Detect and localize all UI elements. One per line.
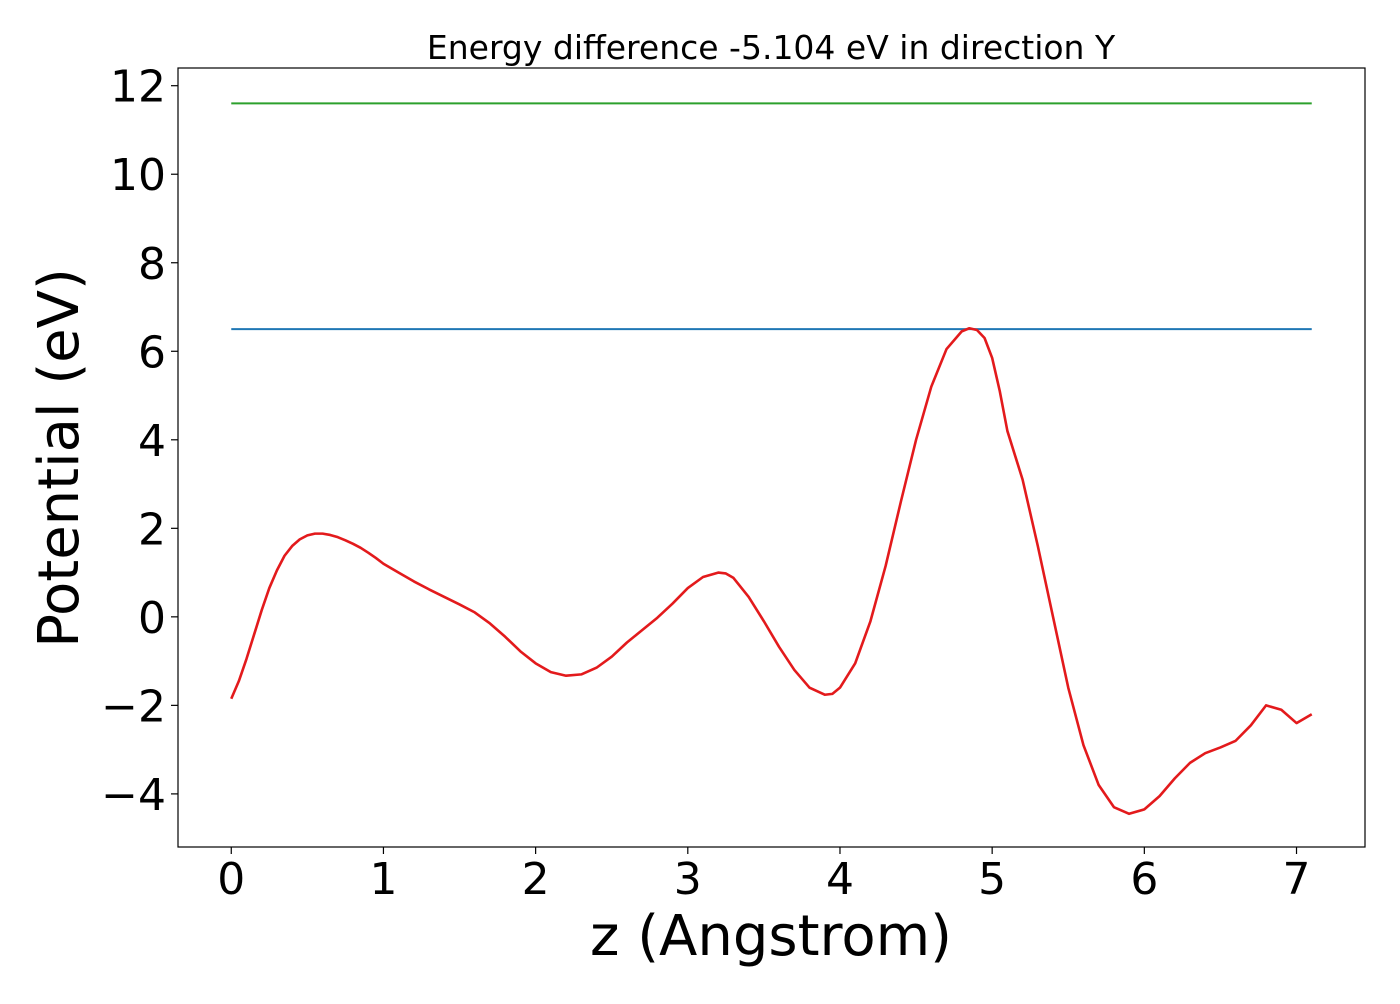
x-tick-label: 2	[522, 854, 550, 905]
x-axis-label: z (Angstrom)	[590, 904, 952, 969]
y-tick-label: 8	[138, 239, 166, 290]
plot-area-frame	[177, 67, 1366, 848]
x-tick-label: 7	[1283, 854, 1311, 905]
y-tick-label: −2	[101, 681, 166, 732]
y-tick-label: 12	[110, 62, 166, 113]
x-tick-label: 3	[674, 854, 702, 905]
y-tick-label: 0	[138, 593, 166, 644]
x-axis-ticks: 0 1 2 3 4 5 6 7	[217, 847, 1311, 905]
y-tick-label: 10	[110, 150, 166, 201]
chart-title: Energy difference -5.104 eV in direction…	[427, 28, 1116, 67]
y-tick-label: −4	[101, 770, 166, 821]
y-tick-label: 4	[138, 416, 166, 467]
y-tick-label: 2	[138, 504, 166, 555]
x-tick-label: 4	[826, 854, 854, 905]
series-line-2	[230, 326, 1313, 816]
series-layer	[230, 102, 1313, 816]
y-axis-label: Potential (eV)	[27, 268, 92, 648]
x-tick-label: 0	[217, 854, 245, 905]
x-tick-label: 1	[369, 854, 397, 905]
x-tick-label: 6	[1130, 854, 1158, 905]
x-tick-label: 5	[978, 854, 1006, 905]
y-axis-ticks: −4 −2 0 2 4 6 8 10 12	[101, 62, 178, 821]
y-tick-label: 6	[138, 327, 166, 378]
